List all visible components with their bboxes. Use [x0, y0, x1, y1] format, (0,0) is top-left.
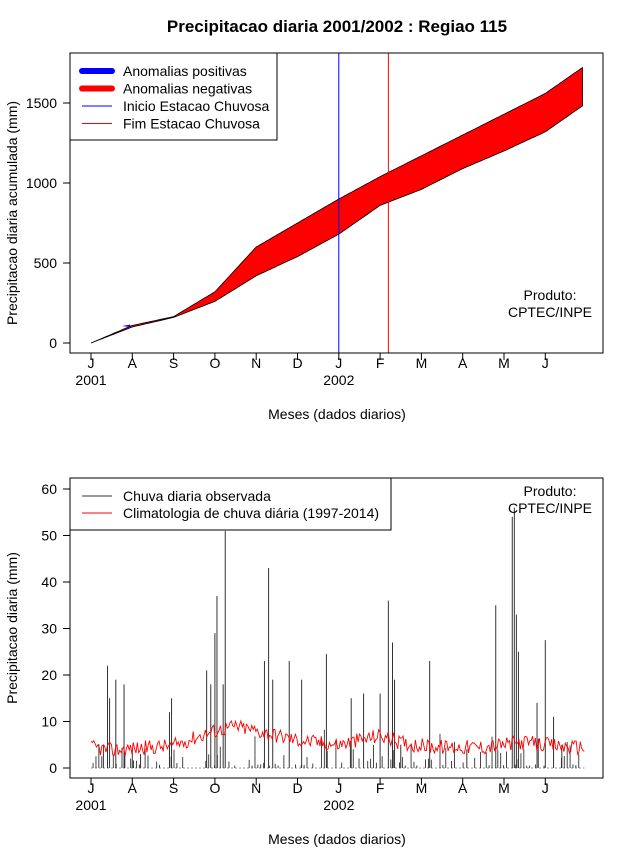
bottom-y-tick-label: 10 — [41, 714, 57, 730]
bottom-x-tick-label: S — [169, 780, 178, 796]
top-y-tick-label: 1500 — [26, 95, 57, 111]
top-y-label: Precipitacao diaria acumulada (mm) — [4, 101, 20, 325]
chart-title: Precipitacao diaria 2001/2002 : Regiao 1… — [167, 17, 507, 36]
legend-label-anomalias-positivas: Anomalias positivas — [123, 63, 247, 79]
bottom-y-tick-label: 30 — [41, 621, 57, 637]
top-x-tick-label: F — [376, 355, 385, 371]
top-y-axis: 0 500 1000 1500 — [26, 95, 71, 351]
bottom-year-label: 2002 — [323, 797, 354, 813]
bottom-y-tick-label: 0 — [49, 760, 57, 776]
top-y-tick-label: 0 — [49, 335, 57, 351]
top-x-tick-label: M — [416, 355, 428, 371]
top-x-tick-label: J — [542, 355, 549, 371]
top-year-label: 2002 — [323, 372, 354, 388]
legend-label-inicio-estacao: Inicio Estacao Chuvosa — [123, 98, 270, 114]
top-x-tick-label: D — [292, 355, 302, 371]
negative-anomaly-area — [90, 66, 583, 344]
legend-label-climatologia: Climatologia de chuva diária (1997-2014) — [123, 505, 379, 521]
bottom-x-tick-label: N — [251, 780, 261, 796]
season-lines-group — [338, 53, 389, 353]
bottom-x-label: Meses (dados diarios) — [268, 831, 406, 847]
top-legend-box — [69, 52, 278, 141]
bottom-x-tick-label: F — [376, 780, 385, 796]
bottom-y-label: Precipitacao diaria (mm) — [4, 552, 20, 704]
top-y-tick-label: 500 — [34, 255, 58, 271]
bottom-x-tick-label: O — [209, 780, 220, 796]
legend-label-fim-estacao: Fim Estacao Chuvosa — [123, 116, 260, 132]
top-y-tick-label: 1000 — [26, 175, 57, 191]
top-x-tick-label: S — [169, 355, 178, 371]
cumulative-panel: Precipitacao diaria 2001/2002 : Regiao 1… — [4, 17, 604, 422]
bottom-x-tick-label: J — [335, 780, 342, 796]
bottom-annotation-line-2: CPTEC/INPE — [508, 500, 592, 516]
bottom-x-tick-label: M — [498, 780, 510, 796]
top-x-tick-label: A — [128, 355, 138, 371]
top-x-tick-label: N — [251, 355, 261, 371]
legend-label-chuva-observada: Chuva diaria observada — [123, 488, 271, 504]
bottom-x-tick-label: A — [128, 780, 138, 796]
bottom-series-group — [90, 507, 585, 769]
legend-label-anomalias-negativas: Anomalias negativas — [123, 81, 252, 97]
top-year-label: 2001 — [75, 372, 106, 388]
positive-anomaly-area — [121, 324, 131, 327]
bottom-x-tick-label: A — [458, 780, 468, 796]
bottom-annotation-line-1: Produto: — [524, 483, 577, 499]
bottom-x-tick-label: J — [88, 780, 95, 796]
top-series-group — [90, 66, 583, 344]
top-x-tick-label: J — [335, 355, 342, 371]
climatology-line — [90, 719, 585, 757]
bottom-y-tick-label: 20 — [41, 667, 57, 683]
top-x-label: Meses (dados diarios) — [268, 406, 406, 422]
bottom-x-tick-label: D — [292, 780, 302, 796]
bottom-year-label: 2001 — [75, 797, 106, 813]
top-annotation-line-1: Produto: — [524, 287, 577, 303]
top-x-tick-label: M — [498, 355, 510, 371]
bottom-x-tick-label: M — [416, 780, 428, 796]
bottom-y-axis: 0 10 20 30 40 50 60 — [41, 481, 71, 776]
top-x-tick-label: O — [209, 355, 220, 371]
top-legend: Anomalias positivas Anomalias negativas … — [69, 52, 278, 141]
bottom-y-tick-label: 40 — [41, 574, 57, 590]
bottom-legend-box — [69, 477, 392, 531]
bottom-y-tick-label: 60 — [41, 481, 57, 497]
top-annotation-line-2: CPTEC/INPE — [508, 304, 592, 320]
bottom-legend: Chuva diaria observada Climatologia de c… — [69, 477, 392, 531]
top-x-tick-label: A — [458, 355, 468, 371]
top-x-tick-label: J — [88, 355, 95, 371]
bottom-x-tick-label: J — [542, 780, 549, 796]
bottom-y-tick-label: 50 — [41, 528, 57, 544]
